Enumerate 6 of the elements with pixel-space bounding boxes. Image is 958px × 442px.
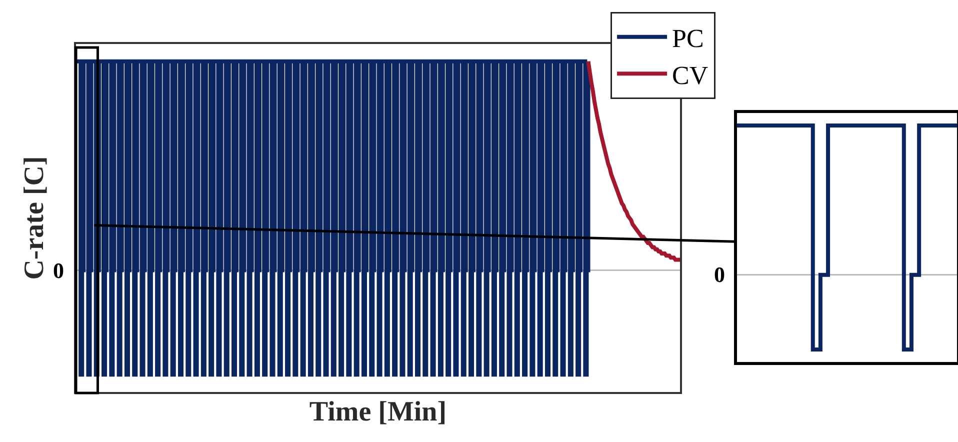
x-axis-title: Time [Min] bbox=[309, 396, 447, 428]
y-axis-title: C-rate [C] bbox=[19, 156, 50, 280]
text: 0 bbox=[714, 262, 725, 287]
legend-label: CV bbox=[672, 60, 708, 90]
legend-label: PC bbox=[672, 24, 704, 54]
text: 0 bbox=[53, 258, 64, 283]
